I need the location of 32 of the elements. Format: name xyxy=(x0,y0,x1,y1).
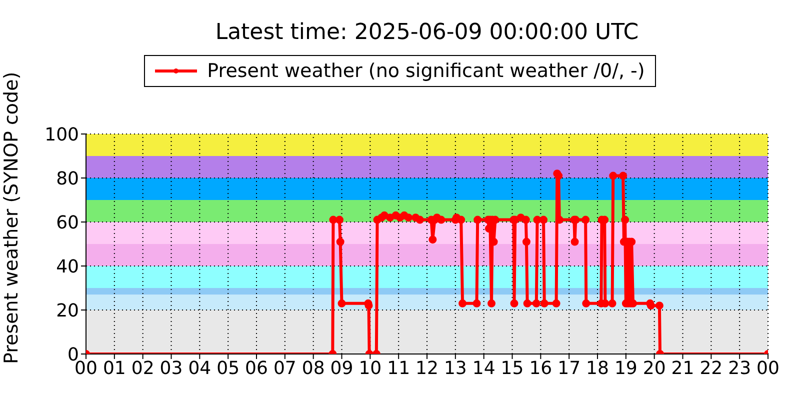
x-tick-label: 15 xyxy=(500,358,524,379)
x-tick-label: 21 xyxy=(671,358,694,379)
x-tick-label: 01 xyxy=(102,358,126,379)
x-tick-label: 03 xyxy=(160,358,183,379)
x-tick-label: 23 xyxy=(728,358,752,379)
x-tick-label: 11 xyxy=(387,358,410,379)
chart-title: Latest time: 2025-06-09 00:00:00 UTC xyxy=(214,20,640,45)
y-tick-label: 40 xyxy=(56,256,79,278)
y-tick-label: 80 xyxy=(56,168,79,190)
x-tick-label: 18 xyxy=(586,358,609,379)
x-tick-label: 19 xyxy=(614,358,638,379)
y-tick-label: 100 xyxy=(44,124,79,146)
x-tick-label: 00 xyxy=(756,358,780,379)
x-tick-label: 07 xyxy=(273,358,296,379)
y-tick-label: 60 xyxy=(56,212,79,234)
x-tick-label: 05 xyxy=(216,358,240,379)
x-tick-label: 09 xyxy=(330,358,354,379)
x-tick-label: 12 xyxy=(416,358,438,379)
x-tick-label: 16 xyxy=(529,358,552,379)
x-tick-label: 17 xyxy=(558,358,581,379)
y-tick-label: 20 xyxy=(56,300,79,322)
x-tick-label: 10 xyxy=(358,358,382,379)
x-tick-label: 04 xyxy=(188,358,212,379)
x-tick-label: 14 xyxy=(472,358,496,379)
x-tick-label: 08 xyxy=(302,358,325,379)
legend-label: Present weather (no significant weather /0/, -) xyxy=(207,60,645,82)
x-tick-label: 06 xyxy=(245,358,268,379)
x-tick-label: 20 xyxy=(642,358,666,379)
y-axis-title: Present weather (SYNOP code) xyxy=(0,72,23,364)
x-tick-label: 02 xyxy=(131,358,154,379)
x-tick-label: 22 xyxy=(700,358,723,379)
x-tick-label: 13 xyxy=(444,358,467,379)
